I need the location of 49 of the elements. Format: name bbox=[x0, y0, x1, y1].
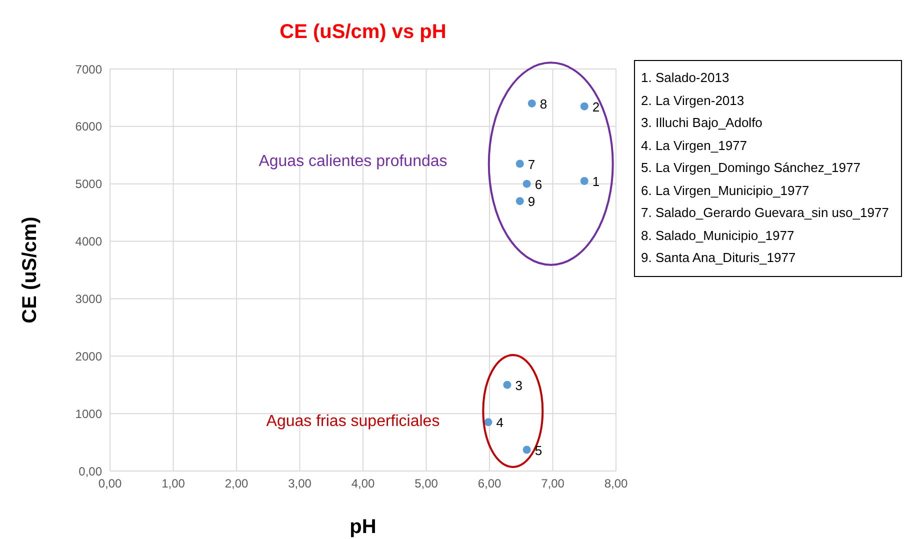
y-tick-label: 5000 bbox=[75, 177, 102, 192]
text: 4. La Virgen_1977 bbox=[641, 136, 748, 155]
point bbox=[516, 160, 524, 168]
annotation: 3 bbox=[515, 378, 522, 393]
y-tick-label: 4000 bbox=[75, 234, 102, 249]
text: 7. Salado_Gerardo Guevara_sin uso_1977 bbox=[641, 204, 890, 222]
text: 8. Salado_Municipio_1977 bbox=[641, 226, 796, 245]
x-tick-label: 0,00 bbox=[98, 476, 122, 491]
text: 5. La Virgen_Domingo Sánchez_1977 bbox=[641, 159, 862, 177]
x-tick-label: 3,00 bbox=[288, 476, 312, 491]
annotation: 1 bbox=[592, 174, 600, 189]
text: 1. Salado-2013 bbox=[641, 69, 730, 87]
annotation: 6 bbox=[534, 176, 542, 192]
point bbox=[580, 102, 588, 110]
point bbox=[522, 180, 531, 188]
y-tick-label: 0,00 bbox=[78, 464, 102, 478]
y-tick-label: 3000 bbox=[75, 292, 102, 306]
x-tick-label: 1,00 bbox=[162, 476, 186, 491]
x-tick-label: 5,00 bbox=[414, 476, 438, 491]
x-tick-label: 8,00 bbox=[604, 476, 628, 491]
point bbox=[503, 380, 512, 389]
y-axis-title: CE (uS/cm) bbox=[19, 216, 41, 324]
point bbox=[484, 418, 492, 426]
annotation: 7 bbox=[528, 156, 536, 172]
chart-title: CE (uS/cm) vs pH bbox=[280, 21, 446, 43]
point bbox=[528, 99, 536, 108]
point bbox=[522, 446, 531, 454]
annotation: 5 bbox=[534, 442, 542, 458]
annotation: 8 bbox=[540, 96, 548, 112]
y-tick-label: 1000 bbox=[75, 406, 102, 421]
point bbox=[516, 197, 524, 206]
y-tick-label: 6000 bbox=[75, 120, 102, 134]
x-tick-label: 4,00 bbox=[351, 476, 375, 491]
annotation: 4 bbox=[496, 415, 504, 430]
x-tick-label: 6,00 bbox=[478, 476, 502, 491]
x-tick-label: 7,00 bbox=[541, 476, 565, 491]
text: 3. Illuchi Bajo_Adolfo bbox=[641, 114, 764, 132]
point bbox=[580, 176, 588, 185]
text: 2. La Virgen-2013 bbox=[641, 92, 746, 110]
annotation: 2 bbox=[592, 99, 600, 114]
x-tick-label: 2,00 bbox=[224, 476, 248, 491]
x-axis-title: pH bbox=[350, 516, 376, 538]
y-tick-label: 7000 bbox=[75, 62, 102, 76]
annotation: Aguas frias superficiales bbox=[266, 413, 440, 430]
text: 6. La Virgen_Municipio_1977 bbox=[641, 182, 810, 200]
annotation: Aguas calientes profundas bbox=[258, 153, 448, 170]
y-tick-label: 2000 bbox=[75, 349, 102, 364]
annotation: 9 bbox=[528, 194, 536, 210]
text: 9. Santa Ana_Dituris_1977 bbox=[641, 249, 797, 267]
